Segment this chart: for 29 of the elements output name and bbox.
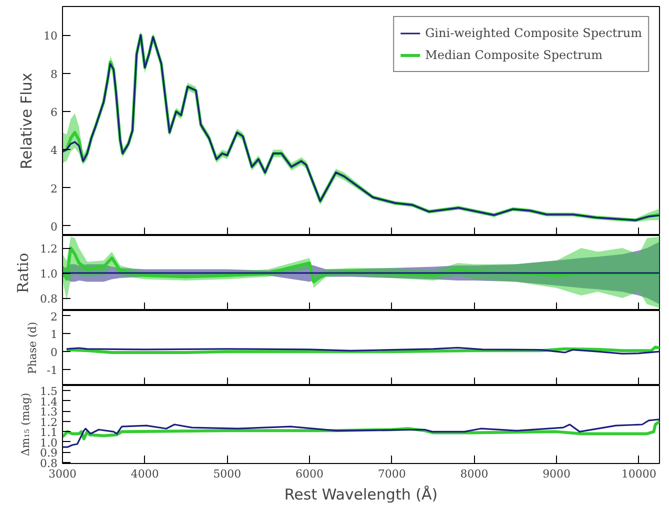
y-tick-label: 4 <box>50 144 58 158</box>
y-tick-label: 0 <box>50 346 58 360</box>
y-tick-label: 1.2 <box>40 242 58 256</box>
x-tick-label: 9000 <box>542 468 571 480</box>
y-tick-label: 2 <box>50 182 58 196</box>
y-axis-title: Ratio <box>14 252 32 294</box>
y-tick-label: 10 <box>44 30 58 43</box>
y-tick-label: 0 <box>50 220 58 234</box>
y-tick-label: -1 <box>46 364 58 377</box>
y-axis-title: Relative Flux <box>18 72 36 170</box>
y-tick-label: 2 <box>50 310 58 324</box>
x-tick-label: 3000 <box>48 468 77 480</box>
y-axis-title: Phase (d) <box>26 322 39 374</box>
x-tick-label: 10000 <box>621 468 656 480</box>
y-tick-label: 6 <box>50 106 58 119</box>
legend-label: Gini-weighted Composite Spectrum <box>425 26 642 40</box>
x-tick-label: 8000 <box>460 468 488 480</box>
x-tick-label: 6000 <box>296 468 324 480</box>
y-axis-title: Δm₁₅ (mag) <box>19 392 32 456</box>
x-tick-label: 4000 <box>130 468 159 480</box>
line-series <box>62 418 660 448</box>
y-tick-label: 0.8 <box>40 292 58 306</box>
x-tick-label: 7000 <box>378 468 406 480</box>
legend-label: Median Composite Spectrum <box>425 48 603 62</box>
x-axis-title: Rest Wavelength (Å) <box>284 486 438 504</box>
y-tick-label: 1.0 <box>40 268 58 280</box>
x-tick-label: 5000 <box>213 468 242 480</box>
y-tick-label: 8 <box>50 68 58 81</box>
y-tick-label: 1 <box>50 328 58 342</box>
